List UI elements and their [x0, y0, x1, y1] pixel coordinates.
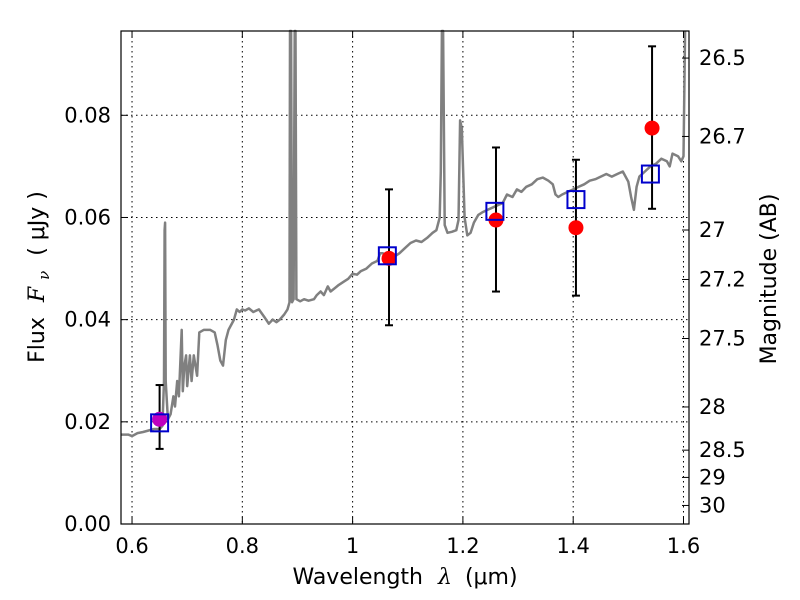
model-square [640, 164, 660, 184]
y-tick-labels: 0.00 0.02 0.04 0.06 0.08 [64, 103, 111, 536]
plot-frame [120, 30, 690, 525]
plot-area [121, 31, 689, 524]
y2-tick-label: 27.5 [699, 327, 746, 351]
x-axis-title-text: Wavelength [292, 565, 423, 590]
y-axis-title: Flux F ν ( μJy ) [25, 191, 55, 363]
x-tick-label: 0.8 [226, 534, 259, 558]
data-point [568, 220, 584, 236]
ticks [121, 31, 689, 525]
y-axis-title-subscript: ν [35, 271, 53, 280]
y-tick-label: 0.02 [64, 410, 111, 434]
x-axis-title-symbol: λ [437, 565, 452, 590]
x-tick-labels: 0.6 0.8 1 1.2 1.4 1.6 [115, 534, 700, 558]
y2-tick-label: 29 [699, 465, 726, 489]
model-square [377, 246, 397, 266]
x-tick-label: 1.6 [667, 534, 700, 558]
model-square [485, 201, 505, 221]
y2-tick-label: 27.2 [699, 267, 746, 291]
x-tick-label: 0.6 [115, 534, 148, 558]
y-axis-title-unit: ( μJy ) [25, 191, 50, 256]
y-tick-label: 0.08 [64, 103, 111, 127]
y2-tick-label: 28 [699, 395, 726, 419]
y-tick-label: 0.04 [64, 308, 111, 332]
x-axis-title: Wavelength λ (μm) [292, 565, 517, 590]
y-tick-label: 0.00 [64, 512, 111, 536]
x-tick-label: 1.4 [556, 534, 589, 558]
y2-tick-label: 26.7 [699, 124, 746, 148]
y-tick-label: 0.06 [64, 205, 111, 229]
y-axis-title-text: Flux [25, 317, 50, 363]
y2-tick-labels: 26.5 26.7 27 27.2 27.5 28 28.5 29 30 [699, 46, 746, 517]
box-layer [150, 164, 660, 433]
x-axis-title-unit: (μm) [465, 565, 518, 590]
y2-tick-label: 28.5 [699, 438, 746, 462]
y2-tick-label: 26.5 [699, 46, 746, 70]
model-square [150, 413, 170, 433]
grid [121, 31, 689, 524]
model-square [566, 190, 586, 210]
data-point [644, 120, 660, 136]
data-point [152, 411, 168, 427]
data-point [381, 250, 397, 266]
y2-tick-label: 30 [699, 493, 726, 517]
y2-tick-label: 27 [699, 218, 726, 242]
y2-axis-title: Magnitude (AB) [757, 194, 782, 365]
x-tick-label: 1 [346, 534, 359, 558]
y-axis-title-symbol: F [25, 286, 50, 303]
point-layer [152, 120, 660, 427]
x-tick-label: 1.2 [446, 534, 479, 558]
